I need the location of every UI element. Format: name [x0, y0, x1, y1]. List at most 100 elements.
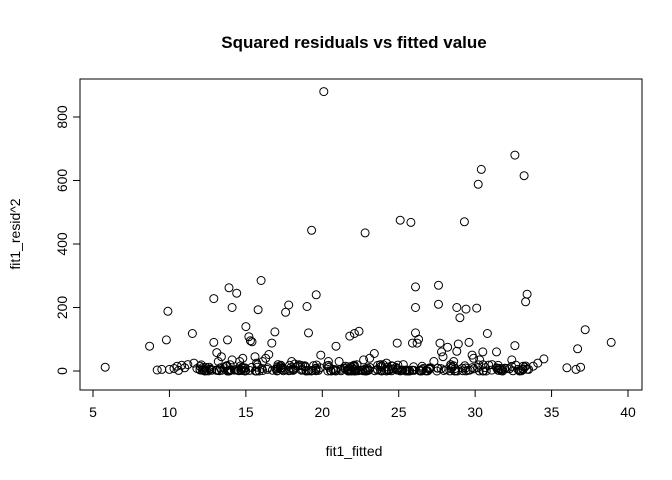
data-point — [498, 364, 508, 374]
data-point — [404, 366, 414, 376]
data-point — [245, 365, 254, 375]
data-point — [252, 362, 262, 372]
data-point — [241, 322, 251, 332]
data-point — [469, 353, 479, 363]
data-point — [401, 366, 410, 376]
data-point — [365, 363, 375, 372]
data-point — [510, 150, 520, 160]
data-point — [187, 329, 197, 338]
x-tick-label: 15 — [238, 404, 254, 420]
data-point — [311, 290, 321, 300]
data-point — [209, 294, 219, 304]
data-point — [411, 282, 420, 292]
data-point — [301, 366, 311, 375]
data-point — [408, 338, 417, 348]
data-point — [164, 364, 174, 374]
data-point — [183, 360, 193, 370]
data-point — [395, 215, 405, 225]
y-axis-label: fit1_resid^2 — [7, 198, 23, 269]
data-point — [311, 363, 321, 373]
data-point — [258, 357, 268, 366]
data-point — [409, 365, 419, 375]
data-point — [478, 347, 488, 357]
data-point — [247, 337, 257, 347]
x-axis-label: fit1_fitted — [326, 443, 383, 459]
data-point — [412, 338, 422, 348]
data-point — [515, 366, 524, 376]
data-point — [340, 361, 350, 371]
data-point — [256, 276, 266, 285]
data-point — [576, 362, 586, 372]
data-point — [475, 355, 485, 365]
data-point — [302, 302, 312, 311]
data-point — [290, 359, 300, 369]
data-point — [513, 364, 523, 374]
data-point — [319, 87, 329, 97]
data-point — [435, 338, 445, 348]
data-point — [306, 366, 316, 376]
data-point — [244, 332, 254, 342]
data-point — [354, 326, 364, 336]
y-tick-label: 400 — [54, 232, 70, 256]
data-point — [216, 352, 226, 362]
data-point — [174, 365, 184, 375]
data-point — [230, 365, 240, 375]
data-point — [524, 364, 534, 374]
data-point — [573, 344, 583, 354]
data-point — [502, 364, 512, 373]
data-point — [267, 365, 277, 375]
data-point — [192, 364, 202, 373]
x-tick-label: 25 — [391, 404, 407, 420]
data-point — [272, 366, 282, 376]
data-point — [294, 360, 304, 370]
data-point — [455, 313, 465, 323]
x-tick-label: 35 — [544, 404, 560, 420]
data-point — [606, 337, 616, 347]
data-point — [492, 347, 501, 357]
data-point — [487, 365, 497, 375]
data-point — [375, 360, 385, 370]
data-point — [438, 352, 448, 362]
data-point — [307, 225, 317, 235]
data-point — [235, 357, 245, 366]
data-point — [345, 331, 355, 341]
data-point — [437, 347, 446, 357]
data-point — [459, 217, 469, 227]
data-point — [209, 337, 219, 347]
data-point — [157, 364, 167, 374]
data-point — [365, 353, 375, 363]
data-point — [519, 171, 529, 181]
data-point — [100, 362, 110, 372]
data-point — [562, 363, 572, 373]
data-point — [287, 357, 297, 366]
data-point — [522, 289, 532, 299]
data-point — [415, 366, 425, 376]
data-point — [201, 362, 211, 372]
data-point — [323, 357, 333, 366]
data-point — [350, 361, 360, 371]
data-point — [443, 342, 453, 352]
data-point — [297, 364, 307, 374]
data-point — [478, 366, 488, 376]
data-point — [434, 280, 443, 290]
data-point — [472, 303, 482, 313]
data-point — [278, 363, 287, 373]
data-point — [220, 363, 229, 373]
data-point — [360, 228, 370, 238]
data-point — [429, 357, 439, 366]
x-tick-label: 5 — [89, 404, 97, 420]
data-point — [406, 217, 416, 227]
data-point — [571, 364, 581, 374]
data-point — [145, 341, 155, 351]
data-point — [273, 360, 283, 370]
data-point — [239, 366, 249, 375]
data-point — [304, 328, 313, 338]
data-point — [451, 366, 461, 376]
data-point — [508, 366, 518, 376]
data-point — [510, 341, 520, 351]
data-point — [226, 365, 236, 375]
data-point — [350, 365, 360, 374]
data-point — [316, 350, 326, 360]
x-tick-label: 10 — [162, 404, 178, 420]
